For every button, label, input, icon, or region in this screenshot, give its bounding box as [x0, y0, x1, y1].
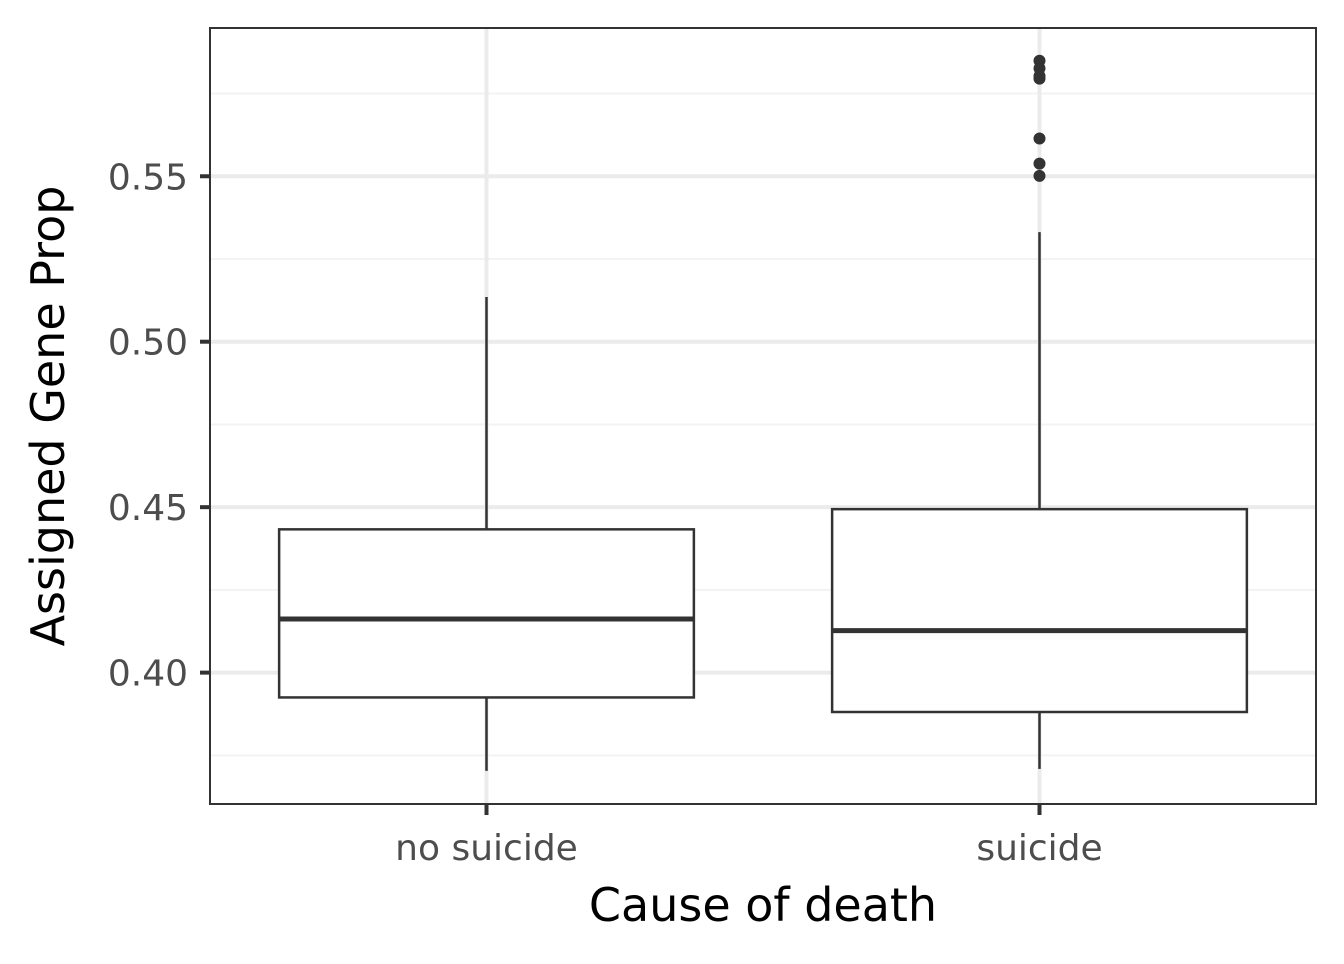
y-tick-label: 0.40 [108, 654, 188, 695]
y-tick-label: 0.50 [108, 323, 188, 364]
outlier-point [1033, 157, 1046, 170]
box-group-no-suicide [277, 297, 696, 771]
box-group-suicide [830, 54, 1249, 769]
panel-border [209, 27, 1317, 805]
box-layer [277, 54, 1249, 771]
x-axis-title: Cause of death [589, 878, 937, 932]
box-body [277, 528, 696, 699]
y-axis-title: Assigned Gene Prop [21, 186, 75, 647]
x-tick-label: no suicide [395, 828, 578, 869]
outlier-point [1033, 169, 1046, 182]
y-tick-label: 0.45 [108, 488, 188, 529]
x-tick-label: suicide [976, 828, 1102, 869]
outlier-point [1033, 132, 1046, 145]
box-body [830, 507, 1249, 714]
outlier-point [1033, 54, 1046, 67]
axis-layer: 0.40 0.45 0.50 0.55 no suicide suicide [108, 157, 1103, 869]
y-tick-label: 0.55 [108, 157, 188, 198]
